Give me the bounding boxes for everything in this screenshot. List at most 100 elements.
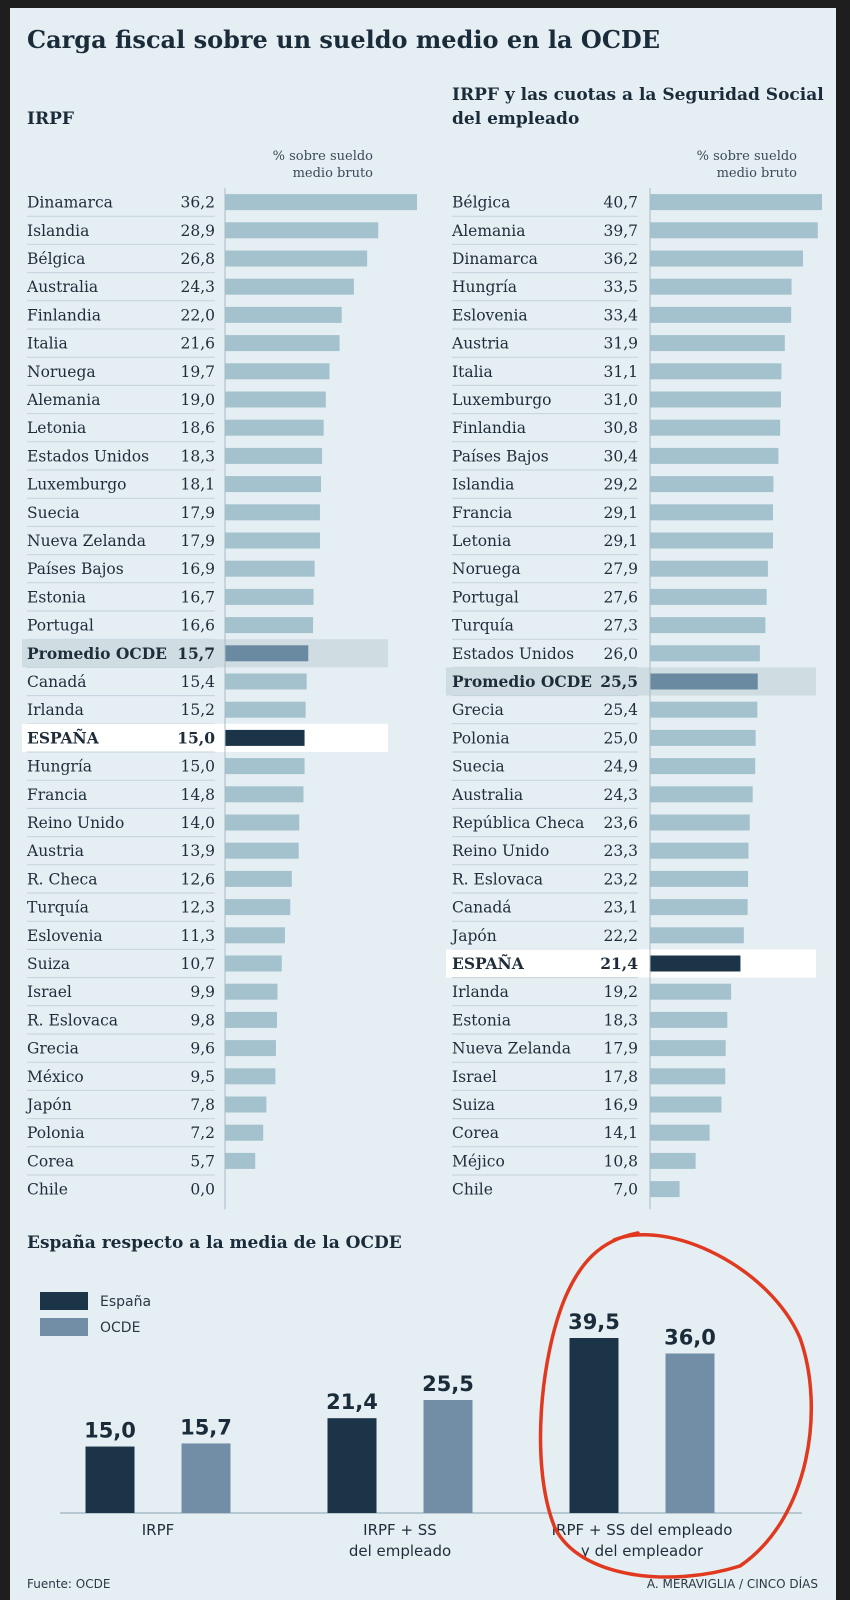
irpf-ss-promedio-ocde-value: 25,5 — [600, 672, 638, 691]
group-2-value-espana: 21,4 — [326, 1390, 378, 1414]
group-1-value-espana: 15,0 — [84, 1419, 136, 1443]
irpf-promedio-ocde-label: Promedio OCDE — [27, 644, 167, 663]
irpf-r-checa-value: 12,6 — [180, 870, 215, 888]
irpf-alemania-label: Alemania — [26, 391, 100, 409]
irpf-ss-suecia-value: 24,9 — [603, 758, 638, 776]
irpf-ss-reino-unido-bar — [650, 842, 749, 859]
irpf-ss-estados-unidos-bar — [650, 645, 760, 662]
irpf-ss-hungria-label: Hungría — [452, 278, 517, 296]
irpf-ss-australia-label: Australia — [451, 786, 523, 804]
irpf-luxemburgo-label: Luxemburgo — [27, 476, 126, 494]
irpf-corea-value: 5,7 — [190, 1152, 215, 1170]
irpf-luxemburgo-bar — [225, 476, 321, 493]
irpf-corea-bar — [225, 1152, 256, 1169]
irpf-ss-paises-bajos-bar — [650, 447, 779, 464]
main-title: Carga fiscal sobre un sueldo medio en la… — [27, 25, 660, 54]
irpf-ss-australia-value: 24,3 — [603, 786, 638, 804]
irpf-finlandia-bar — [225, 306, 342, 323]
irpf-canada-bar — [225, 673, 307, 690]
irpf-nueva-zelanda-bar — [225, 532, 320, 549]
irpf-ss-suiza-value: 16,9 — [603, 1096, 638, 1114]
irpf-ss-portugal-value: 27,6 — [603, 588, 638, 606]
irpf-estados-unidos-bar — [225, 447, 323, 464]
irpf-suiza-label: Suiza — [27, 955, 70, 973]
irpf-ss-alemania-label: Alemania — [451, 222, 525, 240]
irpf-italia-label: Italia — [27, 335, 68, 353]
irpf-ss-unit-line2: medio bruto — [717, 166, 798, 181]
footer-credit: A. MERAVIGLIA / CINCO DÍAS — [647, 1576, 818, 1591]
irpf-ss-mejico-label: Méjico — [452, 1152, 505, 1170]
irpf-austria-bar — [225, 842, 299, 859]
irpf-estonia-bar — [225, 588, 314, 605]
group-1-bar-espana — [85, 1446, 135, 1513]
irpf-australia-label: Australia — [26, 278, 98, 296]
irpf-ss-israel-label: Israel — [452, 1068, 497, 1086]
irpf-ss-mejico-bar — [650, 1152, 696, 1169]
infographic: Carga fiscal sobre un sueldo medio en la… — [10, 8, 836, 1600]
irpf-mexico-bar — [225, 1068, 276, 1085]
irpf-ss-estonia-label: Estonia — [452, 1011, 511, 1029]
irpf-ss-italia-label: Italia — [452, 363, 493, 381]
irpf-espana-highlight — [22, 723, 388, 752]
irpf-r-eslovaca-label: R. Eslovaca — [27, 1011, 118, 1029]
irpf-portugal-label: Portugal — [27, 617, 94, 635]
irpf-ss-israel-value: 17,8 — [603, 1068, 638, 1086]
irpf-ss-australia-bar — [650, 786, 753, 803]
irpf-ss-polonia-label: Polonia — [452, 729, 510, 747]
irpf-ss-italia-value: 31,1 — [603, 363, 638, 381]
irpf-reino-unido-bar — [225, 814, 300, 831]
irpf-polonia-bar — [225, 1124, 264, 1141]
irpf-eslovenia-label: Eslovenia — [27, 927, 103, 945]
irpf-suiza-value: 10,7 — [180, 955, 215, 973]
legend-swatch-espana — [40, 1292, 88, 1310]
irpf-ss-nueva-zelanda-value: 17,9 — [603, 1040, 638, 1058]
irpf-noruega-value: 19,7 — [180, 363, 215, 381]
irpf-ss-luxemburgo-label: Luxemburgo — [452, 391, 551, 409]
irpf-ss-grecia-bar — [650, 701, 758, 718]
group-2-label-line2: del empleado — [349, 1542, 451, 1560]
irpf-paises-bajos-value: 16,9 — [180, 560, 215, 578]
red-annotation-circle — [538, 1231, 814, 1579]
irpf-ss-paises-bajos-label: Países Bajos — [452, 447, 549, 465]
irpf-dinamarca-value: 36,2 — [180, 194, 215, 212]
group-1-value-ocde: 15,7 — [180, 1415, 232, 1439]
irpf-ss-portugal-bar — [650, 588, 767, 605]
irpf-ss-eslovenia-bar — [650, 306, 792, 323]
irpf-estonia-label: Estonia — [27, 588, 86, 606]
irpf-ss-estonia-value: 18,3 — [603, 1011, 638, 1029]
irpf-ss-dinamarca-label: Dinamarca — [452, 250, 538, 268]
irpf-hungria-value: 15,0 — [180, 758, 215, 776]
spain-vs-ocde-chart: España respecto a la media de la OCDE Es… — [27, 1231, 814, 1579]
irpf-islandia-label: Islandia — [27, 222, 89, 240]
irpf-ss-chile-bar — [650, 1181, 680, 1198]
irpf-alemania-value: 19,0 — [180, 391, 215, 409]
irpf-estados-unidos-value: 18,3 — [180, 447, 215, 465]
legend-label-espana: España — [100, 1294, 151, 1310]
irpf-ss-chart-title-line2: del empleado — [452, 109, 579, 129]
irpf-ss-alemania-value: 39,7 — [603, 222, 638, 240]
irpf-promedio-ocde-highlight — [22, 639, 388, 668]
irpf-noruega-bar — [225, 363, 330, 380]
irpf-ss-austria-label: Austria — [451, 335, 509, 353]
irpf-ss-espana-bar — [650, 955, 741, 972]
irpf-austria-value: 13,9 — [180, 842, 215, 860]
irpf-finlandia-value: 22,0 — [180, 306, 215, 324]
irpf-ss-hungria-value: 33,5 — [603, 278, 638, 296]
irpf-islandia-bar — [225, 222, 379, 239]
irpf-ss-corea-value: 14,1 — [603, 1124, 638, 1142]
irpf-ss-belgica-label: Bélgica — [452, 194, 510, 212]
irpf-ss-r-eslovaca-bar — [650, 870, 749, 887]
infographic-svg: Carga fiscal sobre un sueldo medio en la… — [22, 25, 824, 1591]
footer-source: Fuente: OCDE — [27, 1577, 110, 1591]
irpf-ss-grecia-label: Grecia — [452, 701, 504, 719]
irpf-ss-luxemburgo-bar — [650, 391, 782, 408]
group-3-label-line1: IRPF + SS del empleado — [552, 1521, 733, 1539]
irpf-ss-corea-label: Corea — [452, 1124, 499, 1142]
irpf-suecia-label: Suecia — [27, 504, 80, 522]
irpf-estonia-value: 16,7 — [180, 588, 215, 606]
irpf-francia-label: Francia — [27, 786, 87, 804]
irpf-ss-estados-unidos-label: Estados Unidos — [452, 645, 574, 663]
irpf-ss-chart: IRPF y las cuotas a la Seguridad Social … — [446, 85, 824, 1210]
irpf-nueva-zelanda-value: 17,9 — [180, 532, 215, 550]
irpf-ss-unit-line1: % sobre sueldo — [697, 149, 798, 164]
